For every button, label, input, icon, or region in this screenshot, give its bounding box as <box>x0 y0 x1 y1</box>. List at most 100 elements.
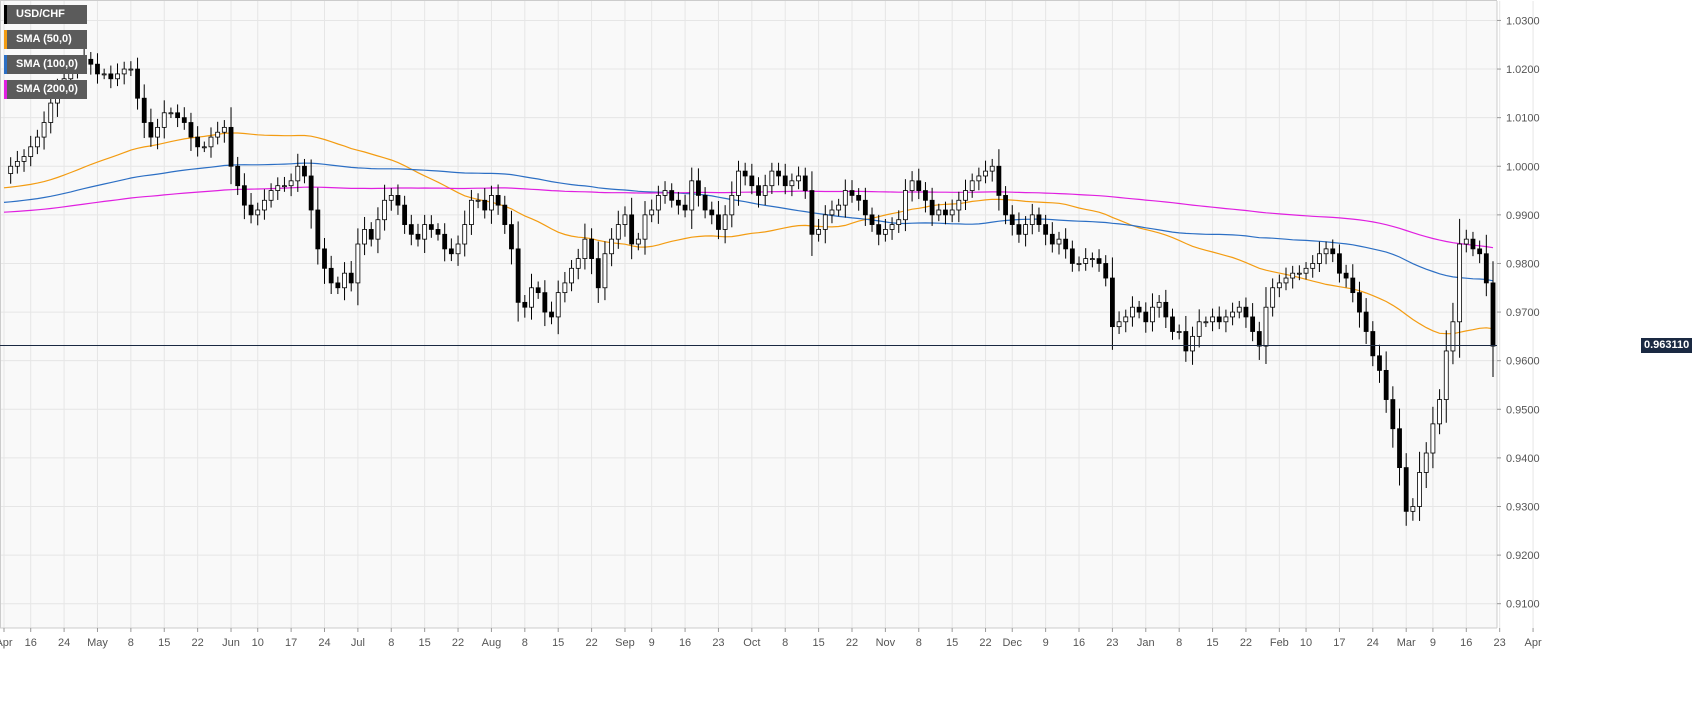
x-tick-label: 15 <box>552 637 564 649</box>
candle-up <box>1316 253 1322 264</box>
candle-up <box>1210 316 1215 323</box>
candle-up <box>388 195 394 201</box>
candle-up <box>1089 258 1095 261</box>
candle-up <box>282 185 287 188</box>
candle-down <box>348 272 354 284</box>
y-tick-label: 0.9500 <box>1506 404 1540 416</box>
axis-layer: 1.0300 1.0200 1.0100 1.0000 0.9900 0.9800 0.97… <box>0 0 1542 649</box>
candle-up <box>836 204 842 211</box>
candle-down <box>315 209 321 250</box>
x-tick-label: 17 <box>1333 637 1345 649</box>
candle-up <box>14 160 20 167</box>
grid-layer <box>0 1 1534 628</box>
y-tick-label: 1.0300 <box>1506 15 1540 27</box>
x-tick-label: 8 <box>782 637 788 649</box>
legend-label: SMA (100,0) <box>16 58 78 70</box>
candle-down <box>302 165 307 177</box>
candle-down <box>235 165 241 187</box>
x-tick-label: 22 <box>846 637 858 649</box>
candle-down <box>1043 224 1049 235</box>
candle-up <box>829 209 835 216</box>
x-tick-label: Feb <box>1270 637 1289 649</box>
candle-up <box>1450 321 1456 352</box>
candle-down <box>869 214 875 225</box>
candle-down <box>435 229 441 235</box>
candle-down <box>1383 369 1389 400</box>
x-tick-label: 22 <box>1240 637 1252 649</box>
candle-down <box>1330 248 1336 255</box>
candle-up <box>575 258 581 269</box>
candle-down <box>709 209 715 216</box>
legend-item-sma200[interactable]: SMA (200,0) <box>4 80 87 99</box>
x-tick-label: 24 <box>1367 637 1379 649</box>
sma-200-line <box>3 186 1494 249</box>
x-tick-label: 8 <box>128 637 134 649</box>
x-tick-label: 9 <box>1430 637 1436 649</box>
candle-down <box>589 238 594 260</box>
candle-up <box>642 214 648 240</box>
x-tick-label: Apr <box>1525 637 1542 649</box>
candle-down <box>448 248 454 255</box>
candle-up <box>128 68 134 71</box>
y-tick-label: 0.9300 <box>1506 501 1540 513</box>
x-tick-label: 16 <box>1073 637 1085 649</box>
candle-up <box>1283 277 1289 284</box>
candle-up <box>909 180 915 191</box>
candle-down <box>809 190 815 235</box>
candle-down <box>1143 311 1149 323</box>
candle-down <box>1403 467 1409 512</box>
x-tick-label: 10 <box>1300 637 1312 649</box>
candle-up <box>956 199 962 211</box>
candle-up <box>822 214 828 230</box>
candle-up <box>1150 306 1155 323</box>
candle-down <box>509 224 514 250</box>
candle-up <box>963 190 968 201</box>
x-tick-label: 8 <box>916 637 922 649</box>
legend-item-usdchf[interactable]: USD/CHF <box>4 5 87 24</box>
candle-up <box>635 238 641 245</box>
candle-up <box>1323 248 1329 255</box>
candle-down <box>408 224 414 235</box>
candle-up <box>1270 287 1276 308</box>
x-tick-label: Apr <box>0 637 13 649</box>
candle-up <box>255 209 261 216</box>
candle-down <box>1397 428 1402 469</box>
candle-up <box>1130 306 1135 318</box>
candle-up <box>1290 272 1296 279</box>
candle-down <box>1370 331 1376 357</box>
y-tick-label: 0.9400 <box>1506 453 1540 465</box>
x-tick-label: 23 <box>1106 637 1118 649</box>
candle-up <box>569 267 574 284</box>
sma-layer <box>3 132 1494 335</box>
candle-up <box>161 112 167 128</box>
candle-down <box>782 175 788 187</box>
candle-up <box>989 165 995 172</box>
candle-down <box>629 214 635 245</box>
candle-down <box>1009 214 1015 225</box>
candle-up <box>201 146 207 149</box>
candle-up <box>34 136 40 148</box>
legend-item-sma100[interactable]: SMA (100,0) <box>4 55 87 74</box>
legend-swatch <box>4 5 7 24</box>
candle-down <box>148 122 154 138</box>
x-tick-label: 16 <box>1460 637 1472 649</box>
candle-down <box>996 165 1002 196</box>
candle-down <box>1243 306 1249 318</box>
candle-up <box>8 165 14 174</box>
candle-up <box>662 190 668 196</box>
candle-up <box>976 175 982 182</box>
candle-up <box>842 190 848 206</box>
candle-up <box>489 195 494 211</box>
legend-item-sma50[interactable]: SMA (50,0) <box>4 30 87 49</box>
candle-up <box>455 243 461 255</box>
x-tick-label: 15 <box>1206 637 1218 649</box>
candle-down <box>1163 301 1169 318</box>
candle-up <box>1443 350 1449 400</box>
candle-up <box>582 238 588 260</box>
x-tick-label: 15 <box>419 637 431 649</box>
candle-down <box>1063 238 1069 250</box>
candle-up <box>1457 243 1463 323</box>
candle-down <box>595 258 601 289</box>
candle-down <box>181 117 187 123</box>
candle-down <box>1136 306 1142 313</box>
